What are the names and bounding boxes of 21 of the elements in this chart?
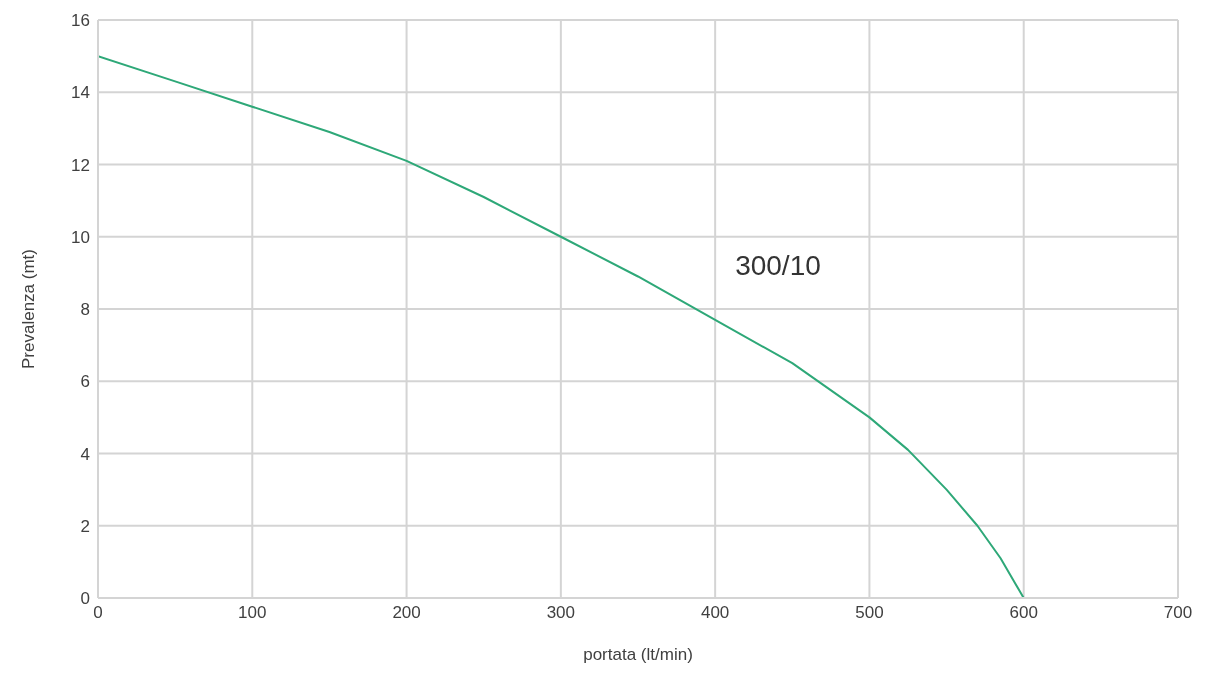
series-label: 300/10: [735, 249, 821, 281]
x-tick-label: 700: [1163, 603, 1193, 623]
y-tick-label: 14: [71, 83, 90, 103]
x-tick-label: 100: [238, 603, 267, 623]
x-tick-label: 400: [700, 603, 730, 623]
y-tick-label: 2: [80, 516, 90, 536]
y-tick-label: 6: [80, 372, 90, 392]
y-tick-label: 10: [71, 227, 90, 247]
y-tick-label: 4: [80, 444, 90, 464]
x-tick-label: 600: [1009, 603, 1038, 623]
y-tick-label: 8: [80, 300, 90, 320]
y-axis-title: Prevalenza (mt): [19, 249, 39, 369]
x-tick-label: 300: [546, 603, 576, 623]
y-tick-label: 12: [71, 155, 90, 175]
x-axis-title: portata (lt/min): [583, 645, 693, 664]
x-tick-label: 0: [93, 603, 103, 623]
x-tick-label: 200: [392, 603, 421, 623]
y-tick-label: 0: [80, 589, 90, 609]
line-series: [98, 55, 1025, 598]
y-tick-label: 16: [71, 11, 90, 31]
x-tick-label: 500: [855, 603, 884, 623]
